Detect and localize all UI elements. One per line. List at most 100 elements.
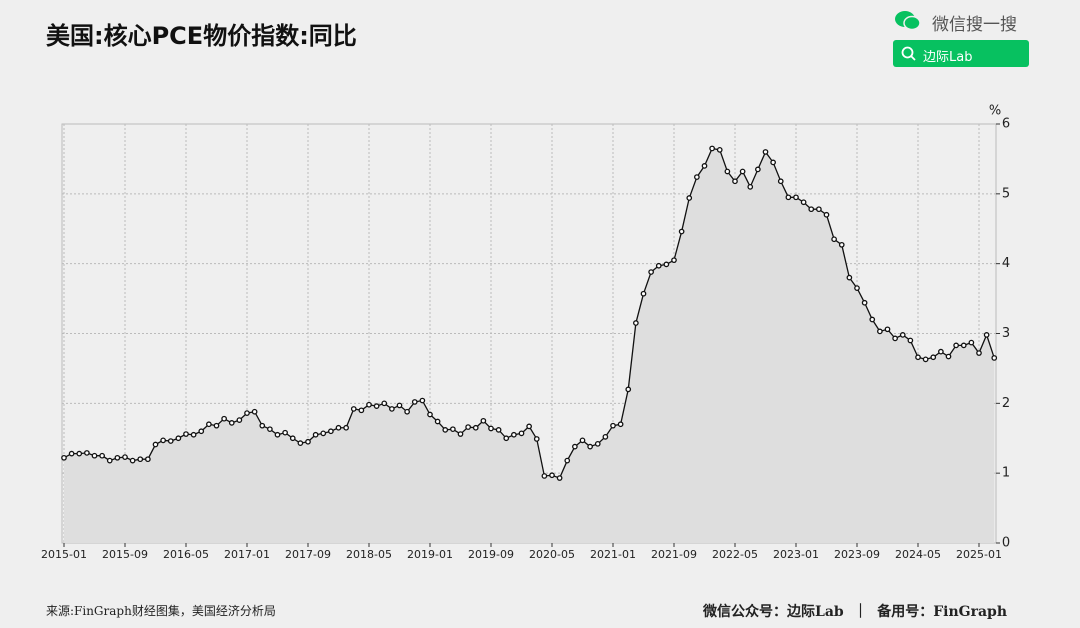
point	[320, 430, 327, 437]
point	[328, 428, 334, 435]
point	[198, 428, 205, 435]
point	[175, 435, 182, 442]
point	[922, 356, 929, 363]
y-unit: %	[989, 104, 1001, 119]
point	[228, 420, 235, 426]
point	[472, 424, 479, 431]
point	[106, 457, 113, 464]
point	[68, 450, 75, 457]
point	[137, 456, 144, 463]
point	[381, 400, 388, 407]
point	[61, 454, 67, 461]
x-tick-label: 2018-05	[346, 548, 392, 561]
x-tick-label: 2025-01	[956, 548, 1002, 561]
point	[244, 410, 250, 416]
y-tick-label: 0	[1002, 536, 1010, 551]
point	[84, 450, 90, 456]
point	[167, 438, 174, 444]
point	[816, 206, 822, 213]
point	[953, 342, 959, 349]
point	[457, 431, 464, 437]
point	[259, 422, 266, 429]
point	[358, 407, 365, 414]
point	[655, 262, 662, 269]
point	[465, 424, 471, 430]
point	[419, 397, 426, 404]
point	[938, 348, 944, 355]
point	[160, 437, 166, 444]
point	[396, 402, 403, 409]
point	[686, 195, 693, 201]
point	[145, 456, 151, 463]
point	[206, 421, 212, 428]
x-tick-label: 2015-09	[102, 548, 148, 561]
point	[838, 241, 845, 248]
point	[213, 422, 220, 429]
point	[541, 473, 548, 479]
point	[663, 261, 670, 268]
x-tick-label: 2019-01	[407, 548, 453, 561]
point	[899, 332, 906, 338]
search-query: 边际Lab	[923, 50, 973, 65]
point	[732, 178, 738, 185]
point	[495, 427, 502, 433]
point	[221, 415, 227, 422]
point	[610, 422, 616, 429]
point	[373, 403, 380, 409]
point	[366, 401, 372, 408]
x-tick-label: 2023-01	[773, 548, 819, 561]
point	[488, 425, 494, 432]
search-icon	[901, 46, 916, 61]
x-tick-label: 2024-05	[895, 548, 941, 561]
search-box[interactable]: 边际Lab	[893, 40, 1029, 67]
point	[716, 146, 723, 153]
point	[694, 174, 700, 180]
point	[747, 184, 754, 190]
point	[633, 320, 639, 326]
point	[236, 417, 243, 423]
point	[846, 274, 853, 281]
point	[564, 457, 571, 464]
point	[907, 337, 914, 344]
point	[877, 328, 883, 335]
point	[930, 354, 937, 361]
point	[625, 386, 632, 393]
y-tick-label: 3	[1002, 326, 1010, 341]
point	[701, 163, 708, 169]
point	[617, 421, 624, 428]
search-label: 微信搜一搜	[932, 15, 1017, 35]
point	[114, 454, 121, 461]
point	[678, 228, 685, 235]
y-tick-label: 4	[1002, 256, 1010, 271]
point	[648, 269, 654, 275]
point	[884, 326, 891, 333]
point	[297, 440, 304, 446]
point	[983, 332, 990, 338]
point	[777, 178, 784, 185]
point	[289, 435, 296, 442]
point	[305, 438, 311, 445]
x-tick-label: 2019-09	[468, 548, 514, 561]
point	[556, 475, 563, 481]
y-tick-label: 1	[1002, 466, 1010, 481]
x-tick-label: 2022-05	[712, 548, 758, 561]
point	[282, 429, 288, 436]
point	[587, 443, 593, 450]
point	[854, 285, 860, 291]
y-tick-label: 6	[1002, 117, 1010, 132]
point	[579, 437, 586, 444]
point	[190, 431, 197, 438]
point	[343, 424, 349, 431]
point	[503, 435, 510, 442]
point	[724, 168, 731, 175]
point	[99, 452, 105, 459]
point	[945, 353, 952, 360]
point	[442, 427, 449, 433]
y-tick-label: 2	[1002, 396, 1010, 411]
point	[991, 355, 998, 361]
point	[785, 194, 792, 201]
point	[533, 436, 540, 442]
point	[480, 417, 487, 424]
x-tick-label: 2020-05	[529, 548, 575, 561]
